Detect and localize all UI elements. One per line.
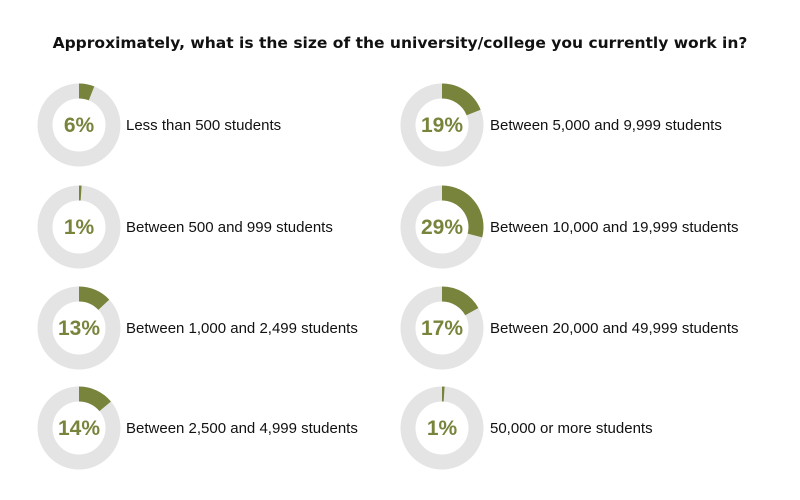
category-label: Between 1,000 and 2,499 students [126, 320, 358, 337]
donut-item: 17% Between 20,000 and 49,999 students [400, 286, 739, 370]
value-label: 17% [421, 317, 463, 340]
donut-item: 1% 50,000 or more students [400, 386, 653, 470]
category-label: Between 2,500 and 4,999 students [126, 420, 358, 437]
donut-slice [78, 286, 110, 311]
donut-slice [441, 286, 479, 316]
category-label: Between 20,000 and 49,999 students [490, 320, 739, 337]
donut-item: 6% Less than 500 students [37, 83, 281, 167]
chart-title: Approximately, what is the size of the u… [52, 34, 748, 52]
value-label: 14% [58, 417, 100, 440]
donut-item: 13% Between 1,000 and 2,499 students [37, 286, 358, 370]
donut-slice [441, 83, 481, 116]
value-label: 19% [421, 114, 463, 137]
value-label: 13% [58, 317, 100, 340]
donut-slice [78, 386, 111, 412]
donut-slice [78, 83, 95, 101]
value-label: 29% [421, 216, 463, 239]
category-label: 50,000 or more students [490, 420, 653, 437]
donut-item: 19% Between 5,000 and 9,999 students [400, 83, 722, 167]
value-label: 1% [427, 417, 458, 440]
category-label: Between 10,000 and 19,999 students [490, 219, 739, 236]
donut-slice [441, 185, 484, 238]
category-label: Between 500 and 999 students [126, 219, 333, 236]
value-label: 1% [64, 216, 95, 239]
donut-item: 14% Between 2,500 and 4,999 students [37, 386, 358, 470]
category-label: Between 5,000 and 9,999 students [490, 117, 722, 134]
value-label: 6% [64, 114, 95, 137]
donut-item: 29% Between 10,000 and 19,999 students [400, 185, 739, 269]
donut-item: 1% Between 500 and 999 students [37, 185, 333, 269]
category-label: Less than 500 students [126, 117, 281, 134]
